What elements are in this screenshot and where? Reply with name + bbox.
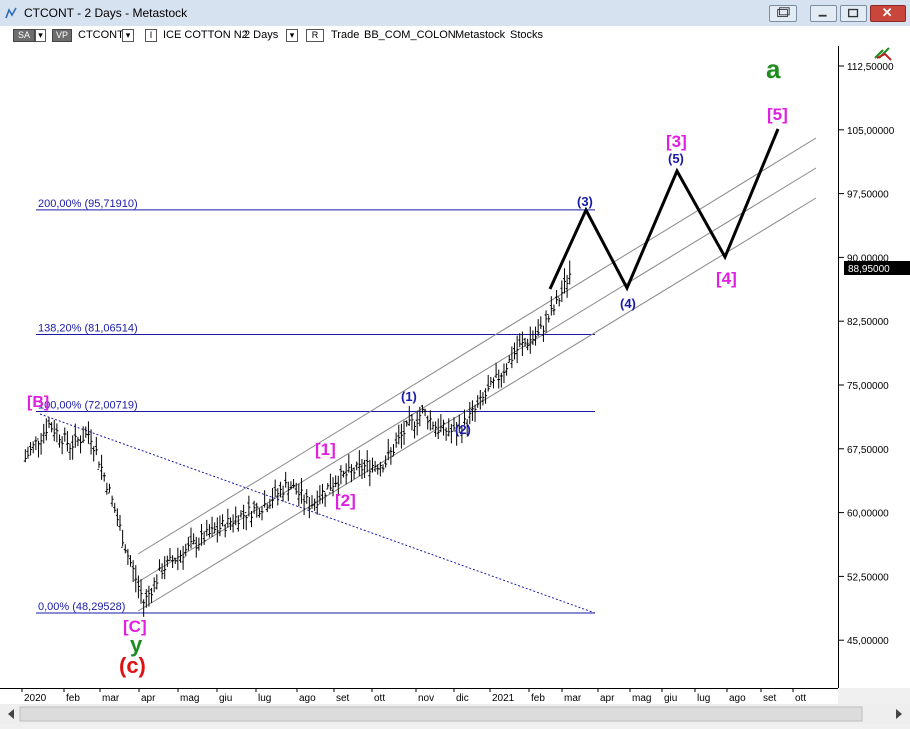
date-tick-label: lug <box>258 693 271 704</box>
wave-label-4: [4] <box>716 269 737 288</box>
symbol-dropdown-icon[interactable]: ▾ <box>122 29 134 42</box>
minimize-button[interactable] <box>810 5 837 22</box>
date-tick-label: ago <box>729 693 746 704</box>
wave-label-a: a <box>766 54 781 84</box>
price-tick-label: 105,00000 <box>847 126 895 137</box>
price-tick-label: 45,00000 <box>847 636 889 647</box>
price-tick-label: 97,50000 <box>847 190 889 201</box>
wave-label-1: [1] <box>315 440 336 459</box>
window-title: CTCONT - 2 Days - Metastock <box>24 6 188 20</box>
price-tick-label: 90,00000 <box>847 253 889 264</box>
wave-label-sub2: (2) <box>455 422 471 437</box>
price-tick-label: 52,50000 <box>847 572 889 583</box>
trend-channel-lower <box>137 197 817 612</box>
instrument-label: ICE COTTON N2 <box>163 29 248 41</box>
price-tick-label: 82,50000 <box>847 317 889 328</box>
mode-label: Trade <box>331 29 360 41</box>
metastock-app-icon <box>5 7 17 19</box>
date-tick-label: giu <box>219 693 232 704</box>
wave-projection <box>548 128 780 292</box>
wave-label-y: y <box>130 632 143 657</box>
maximize-button[interactable] <box>840 5 867 22</box>
wave-label-3: [3] <box>666 132 687 151</box>
date-axis-canvas: 2020 feb mar apr mag giu lug ago set ott nov dic 202… <box>21 689 806 704</box>
maximize-icon <box>847 8 859 18</box>
date-tick-label: 2020 <box>24 693 47 704</box>
date-tick-label: apr <box>141 693 156 704</box>
projection-path <box>548 128 780 292</box>
date-tick-label: set <box>763 693 777 704</box>
period-dropdown-icon[interactable]: ▾ <box>286 29 298 42</box>
last-price-marker <box>844 261 910 275</box>
wave-label-c-bottom: [C] <box>123 617 147 636</box>
wave-label-c-small: (c) <box>119 653 146 678</box>
horizontal-scrollbar[interactable] <box>0 704 910 724</box>
date-axis[interactable]: 2020 feb mar apr mag giu lug ago set ott nov dic 202… <box>0 688 838 704</box>
chart-toolbar: SA ▾ VP CTCONT ▾ I ICE COTTON N2 2 Days … <box>0 26 910 46</box>
vp-toggle[interactable]: VP <box>52 29 72 42</box>
scroll-right-icon <box>896 709 902 719</box>
price-chart[interactable]: 200,00% (95,71910) 138,20% (81,06514) 100,… <box>0 46 838 688</box>
date-tick-label: ago <box>299 693 316 704</box>
date-tick-label: mar <box>564 693 582 704</box>
wave-label-sub4: (4) <box>620 296 636 311</box>
wave-label-b-top: [B] <box>27 394 49 411</box>
trend-channel-middle <box>137 167 817 583</box>
minimize-icon <box>818 14 827 17</box>
type-label: Stocks <box>510 29 544 41</box>
wave-label-sub5: (5) <box>668 151 684 166</box>
symbol-label[interactable]: CTCONT <box>78 29 124 41</box>
date-tick-label: ott <box>795 693 806 704</box>
price-tick-label: 112,50000 <box>847 62 894 73</box>
trend-channel-upper <box>137 137 817 555</box>
date-tick-label: feb <box>531 693 545 704</box>
fib-level-label: 138,20% (81,06514) <box>38 322 138 334</box>
source-label: BB_COM_COLON <box>364 29 456 41</box>
price-tick-label: 60,00000 <box>847 509 889 520</box>
date-tick-label: giu <box>664 693 677 704</box>
title-bar: CTCONT - 2 Days - Metastock <box>0 0 910 27</box>
restore-icon <box>777 7 790 18</box>
chart-canvas: 200,00% (95,71910) 138,20% (81,06514) 100,… <box>23 54 817 678</box>
wave-label-sub1: (1) <box>401 389 417 404</box>
date-tick-label: set <box>336 693 350 704</box>
instrument-info-icon[interactable]: I <box>145 29 157 42</box>
vendor-label: Metastock <box>455 29 506 41</box>
restore-chart-window-button[interactable] <box>769 5 797 22</box>
r-toggle[interactable]: R <box>306 29 324 42</box>
date-tick-label: ott <box>374 693 385 704</box>
price-axis-canvas: 112,50000 105,00000 97,50000 90,00000 82,500… <box>839 47 910 647</box>
last-price-label: 88,95000 <box>848 264 890 275</box>
sa-dropdown-icon[interactable]: ▾ <box>35 29 46 42</box>
wave-label-5: [5] <box>767 105 788 124</box>
wave-label-2: [2] <box>335 491 356 510</box>
date-tick-label: mar <box>102 693 120 704</box>
sa-toggle[interactable]: SA <box>13 29 35 42</box>
scroll-left-icon <box>8 709 14 719</box>
ohlc-bars <box>23 260 572 617</box>
period-label[interactable]: 2 Days <box>244 29 279 41</box>
date-tick-label: feb <box>66 693 80 704</box>
date-tick-label: lug <box>697 693 710 704</box>
fibonacci-levels: 200,00% (95,71910) 138,20% (81,06514) 100,… <box>36 198 595 614</box>
close-button[interactable] <box>870 5 906 22</box>
price-tick-label: 67,50000 <box>847 445 889 456</box>
date-tick-label: apr <box>600 693 615 704</box>
date-tick-label: dic <box>456 693 469 704</box>
scrollbar-thumb <box>19 706 863 722</box>
price-tick-label: 75,00000 <box>847 381 889 392</box>
date-tick-label: nov <box>418 693 434 704</box>
fib-level-label: 100,00% (72,00719) <box>38 399 138 411</box>
scrollbar-canvas <box>8 706 902 722</box>
fib-level-label: 200,00% (95,71910) <box>38 198 138 210</box>
date-tick-label: mag <box>180 693 199 704</box>
close-icon <box>882 8 892 17</box>
trend-tools-icon[interactable] <box>874 47 892 61</box>
wave-label-sub3: (3) <box>577 194 593 209</box>
date-tick-label: 2021 <box>492 693 515 704</box>
price-axis[interactable]: 112,50000 105,00000 97,50000 90,00000 82,500… <box>838 46 910 688</box>
fib-level-label: 0,00% (48,29528) <box>38 601 125 613</box>
date-tick-label: mag <box>632 693 651 704</box>
